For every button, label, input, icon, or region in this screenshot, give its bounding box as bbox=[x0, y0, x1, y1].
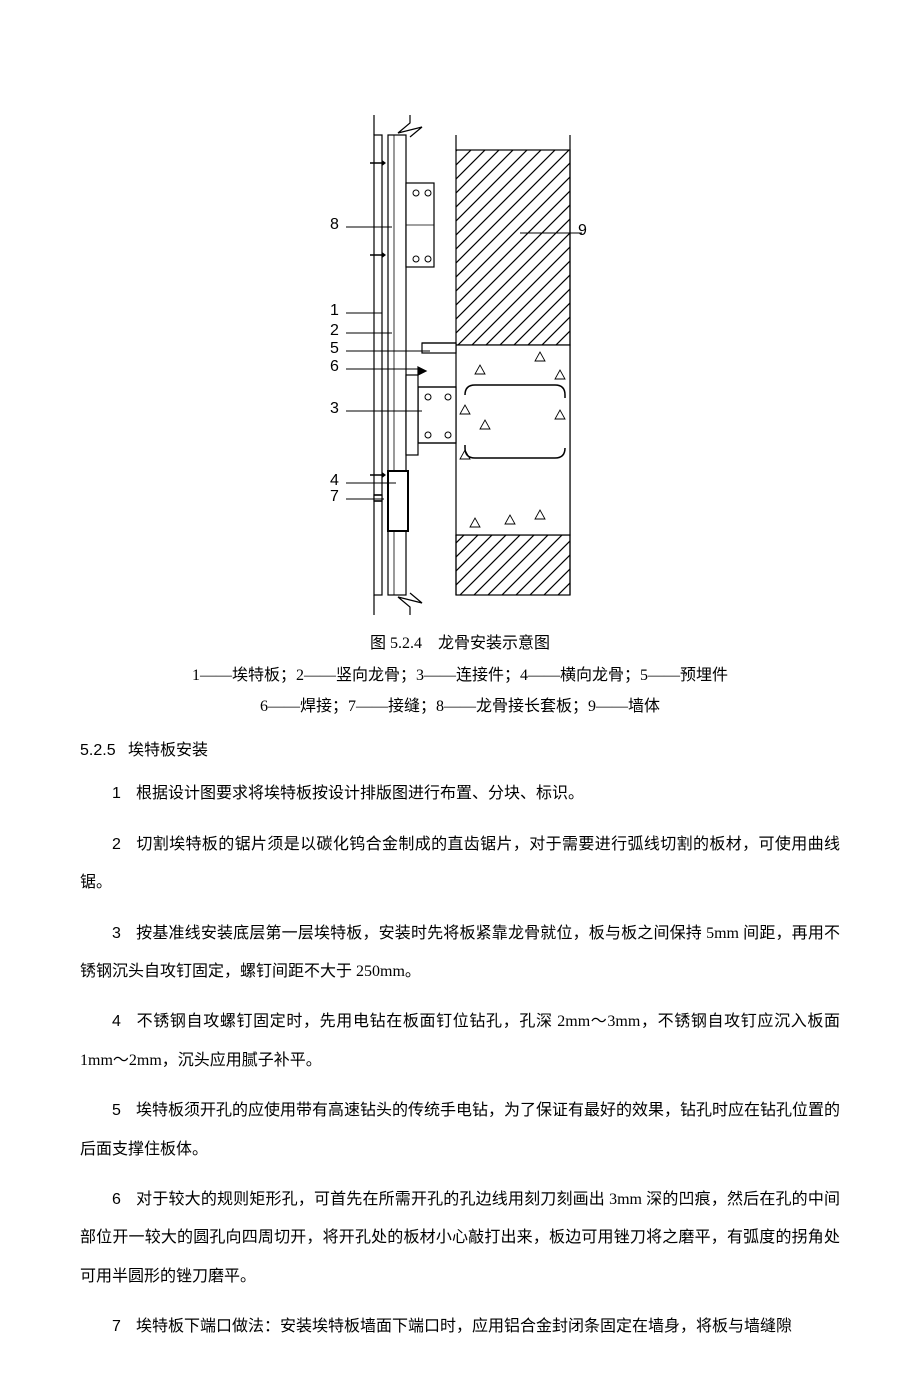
paragraph-6: 6对于较大的规则矩形孔，可首先在所需开孔的孔边线用刻刀刻画出 3mm 深的凹痕，… bbox=[80, 1181, 840, 1296]
section-heading: 5.2.5 埃特板安装 bbox=[80, 738, 840, 764]
svg-text:1: 1 bbox=[330, 302, 339, 319]
paragraph-number: 5 bbox=[112, 1092, 136, 1130]
paragraph-number: 3 bbox=[112, 915, 136, 953]
figure-caption: 图 5.2.4 龙骨安装示意图 bbox=[80, 631, 840, 657]
paragraph-number: 4 bbox=[112, 1003, 136, 1041]
svg-text:8: 8 bbox=[330, 216, 339, 233]
svg-text:6: 6 bbox=[330, 358, 339, 375]
svg-text:4: 4 bbox=[330, 472, 339, 489]
paragraph-5: 5埃特板须开孔的应使用带有高速钻头的传统手电钻，为了保证有最好的效果，钻孔时应在… bbox=[80, 1092, 840, 1169]
paragraph-7: 7埃特板下端口做法：安装埃特板墙面下端口时，应用铝合金封闭条固定在墙身，将板与墙… bbox=[80, 1308, 840, 1346]
installation-diagram: 8 1 256 3 47 9 bbox=[310, 115, 610, 615]
figure-legend-2: 6——焊接；7——接缝；8——龙骨接长套板；9——墙体 bbox=[80, 694, 840, 720]
section-title: 埃特板安装 bbox=[128, 742, 208, 759]
paragraph-3: 3按基准线安装底层第一层埃特板，安装时先将板紧靠龙骨就位，板与板之间保持 5mm… bbox=[80, 915, 840, 992]
paragraph-text: 根据设计图要求将埃特板按设计排版图进行布置、分块、标识。 bbox=[136, 785, 584, 802]
section-number: 5.2.5 bbox=[80, 742, 116, 759]
paragraph-text: 对于较大的规则矩形孔，可首先在所需开孔的孔边线用刻刀刻画出 3mm 深的凹痕，然… bbox=[80, 1191, 840, 1285]
paragraph-number: 6 bbox=[112, 1181, 136, 1219]
paragraph-text: 埃特板下端口做法：安装埃特板墙面下端口时，应用铝合金封闭条固定在墙身，将板与墙缝… bbox=[136, 1318, 792, 1335]
paragraph-text: 切割埃特板的锯片须是以碳化钨合金制成的直齿锯片，对于需要进行弧线切割的板材，可使… bbox=[80, 836, 840, 891]
svg-text:7: 7 bbox=[330, 488, 339, 505]
svg-text:9: 9 bbox=[578, 222, 587, 239]
paragraph-number: 7 bbox=[112, 1308, 136, 1346]
paragraph-text: 埃特板须开孔的应使用带有高速钻头的传统手电钻，为了保证有最好的效果，钻孔时应在钻… bbox=[80, 1102, 840, 1157]
svg-text:3: 3 bbox=[330, 400, 339, 417]
paragraph-1: 1根据设计图要求将埃特板按设计排版图进行布置、分块、标识。 bbox=[80, 775, 840, 813]
paragraph-2: 2切割埃特板的锯片须是以碳化钨合金制成的直齿锯片，对于需要进行弧线切割的板材，可… bbox=[80, 826, 840, 903]
paragraph-number: 1 bbox=[112, 775, 136, 813]
paragraph-text: 按基准线安装底层第一层埃特板，安装时先将板紧靠龙骨就位，板与板之间保持 5mm … bbox=[80, 925, 840, 980]
svg-text:2: 2 bbox=[330, 322, 339, 339]
figure-legend-1: 1——埃特板；2——竖向龙骨；3——连接件；4——横向龙骨；5——预埋件 bbox=[80, 663, 840, 689]
paragraph-text: 不锈钢自攻螺钉固定时，先用电钻在板面钉位钻孔，孔深 2mm～3mm，不锈钢自攻钉… bbox=[80, 1013, 840, 1068]
diagram-container: 8 1 256 3 47 9 bbox=[80, 115, 840, 615]
paragraph-4: 4不锈钢自攻螺钉固定时，先用电钻在板面钉位钻孔，孔深 2mm～3mm，不锈钢自攻… bbox=[80, 1003, 840, 1080]
svg-text:5: 5 bbox=[330, 340, 339, 357]
paragraph-number: 2 bbox=[112, 826, 136, 864]
